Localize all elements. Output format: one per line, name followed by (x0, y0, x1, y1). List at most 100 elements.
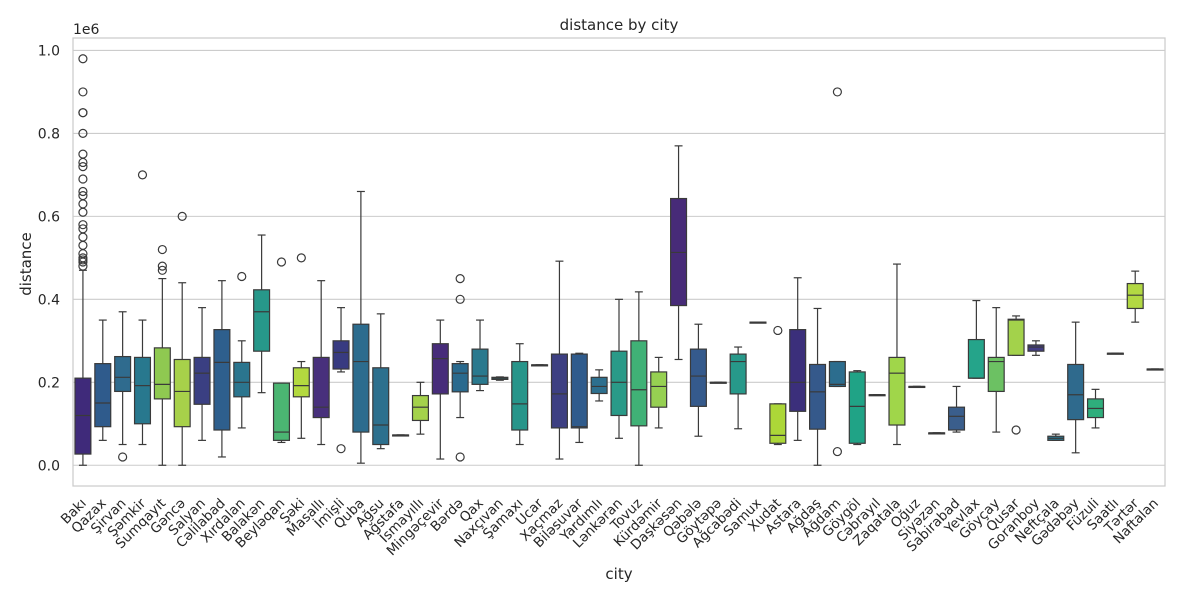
city-box-group (729, 346, 747, 430)
city-box-group (332, 307, 350, 454)
box-iqr (292, 367, 310, 398)
city-box-group (630, 291, 648, 466)
city-box-group (789, 277, 807, 441)
city-box-group (590, 369, 608, 402)
outlier-point (78, 186, 88, 197)
box-iqr (689, 348, 707, 407)
city-box-group (550, 260, 568, 460)
city-box-group (213, 280, 231, 458)
box-iqr (1067, 363, 1085, 421)
box-iqr (451, 363, 469, 393)
box-iqr (1007, 318, 1025, 356)
outlier-point (157, 244, 167, 255)
city-box-group (749, 321, 767, 324)
box-iqr (74, 377, 92, 455)
outlier-point (78, 54, 88, 64)
outlier-point (78, 240, 88, 251)
box-iqr (332, 340, 350, 370)
city-box-group (1086, 388, 1105, 429)
box-iqr (173, 358, 191, 428)
box-iqr (809, 363, 827, 430)
box-iqr (114, 355, 132, 393)
outlier-point (78, 174, 88, 184)
city-box-group (272, 257, 291, 444)
outlier-point (276, 257, 287, 267)
box-iqr (133, 356, 152, 425)
box-iqr (550, 353, 568, 429)
outlier-point (78, 220, 88, 230)
outlier-point (78, 253, 88, 263)
city-box-group (153, 244, 171, 466)
city-box-group (193, 307, 211, 441)
y-tick-label: 0.8 (38, 126, 60, 142)
box-iqr (888, 356, 906, 426)
city-box-group (352, 190, 370, 464)
box-iqr (610, 350, 628, 417)
city-box-group (689, 323, 707, 437)
outlier-point (78, 191, 88, 201)
city-box-group (1067, 321, 1085, 454)
box-iqr (1126, 282, 1144, 310)
box-iqr (828, 360, 846, 388)
box-iqr (312, 356, 330, 419)
city-box-group (114, 311, 132, 462)
x-axis-label: city (605, 565, 632, 583)
city-box-group (1027, 340, 1045, 356)
outlier-point (78, 207, 88, 217)
city-box-group (133, 170, 152, 446)
outlier-point (78, 149, 88, 159)
city-box-group (1106, 352, 1124, 355)
outlier-point (455, 294, 465, 304)
box-iqr (233, 361, 251, 398)
outlier-point (832, 446, 843, 457)
box-iqr (947, 406, 966, 431)
outlier-point (78, 108, 88, 118)
city-box-group (947, 385, 966, 433)
box-iqr (272, 382, 291, 441)
city-box-group (848, 370, 866, 446)
box-iqr (570, 353, 588, 429)
outlier-point (78, 199, 88, 209)
outlier-point (296, 253, 306, 263)
outlier-point (118, 452, 128, 462)
city-box-group (650, 356, 668, 429)
city-box-group (670, 145, 688, 361)
y-ticks: 0.0 0.2 0.4 0.6 0.8 1.0 (38, 43, 60, 474)
outlier-point (78, 161, 88, 172)
city-box-group (570, 352, 588, 444)
y-tick-label: 0.0 (38, 458, 60, 474)
city-box-group (908, 385, 926, 389)
y-tick-label: 0.2 (38, 375, 60, 391)
chart-title: distance by city (560, 16, 679, 34)
y-scale-label: 1e6 (73, 22, 100, 38)
outlier-point (773, 325, 783, 336)
city-box-group (74, 54, 92, 466)
city-box-group (531, 364, 549, 367)
box-iqr (411, 394, 429, 422)
city-box-group (511, 343, 529, 446)
box-iqr (372, 367, 390, 446)
city-box-group (431, 319, 449, 460)
plot-frame (72, 37, 1166, 487)
box-iqr (789, 329, 807, 412)
y-axis-label: distance (17, 232, 35, 296)
outlier-point (157, 261, 167, 271)
city-box-group (987, 307, 1005, 433)
city-box-group (1007, 315, 1025, 435)
city-box-group (769, 325, 787, 446)
city-box-group (928, 432, 946, 435)
box-iqr (352, 323, 370, 433)
city-box-group (233, 271, 251, 429)
city-box-group (888, 263, 906, 446)
box-iqr (967, 338, 985, 379)
box-iqr (94, 363, 112, 428)
outlier-point (1011, 425, 1021, 435)
y-tick-label: 0.6 (38, 209, 60, 225)
city-box-group (372, 313, 390, 450)
city-box-group (451, 273, 469, 462)
outlier-point (336, 444, 346, 454)
box-iqr (590, 376, 608, 395)
city-box-group (253, 234, 271, 394)
